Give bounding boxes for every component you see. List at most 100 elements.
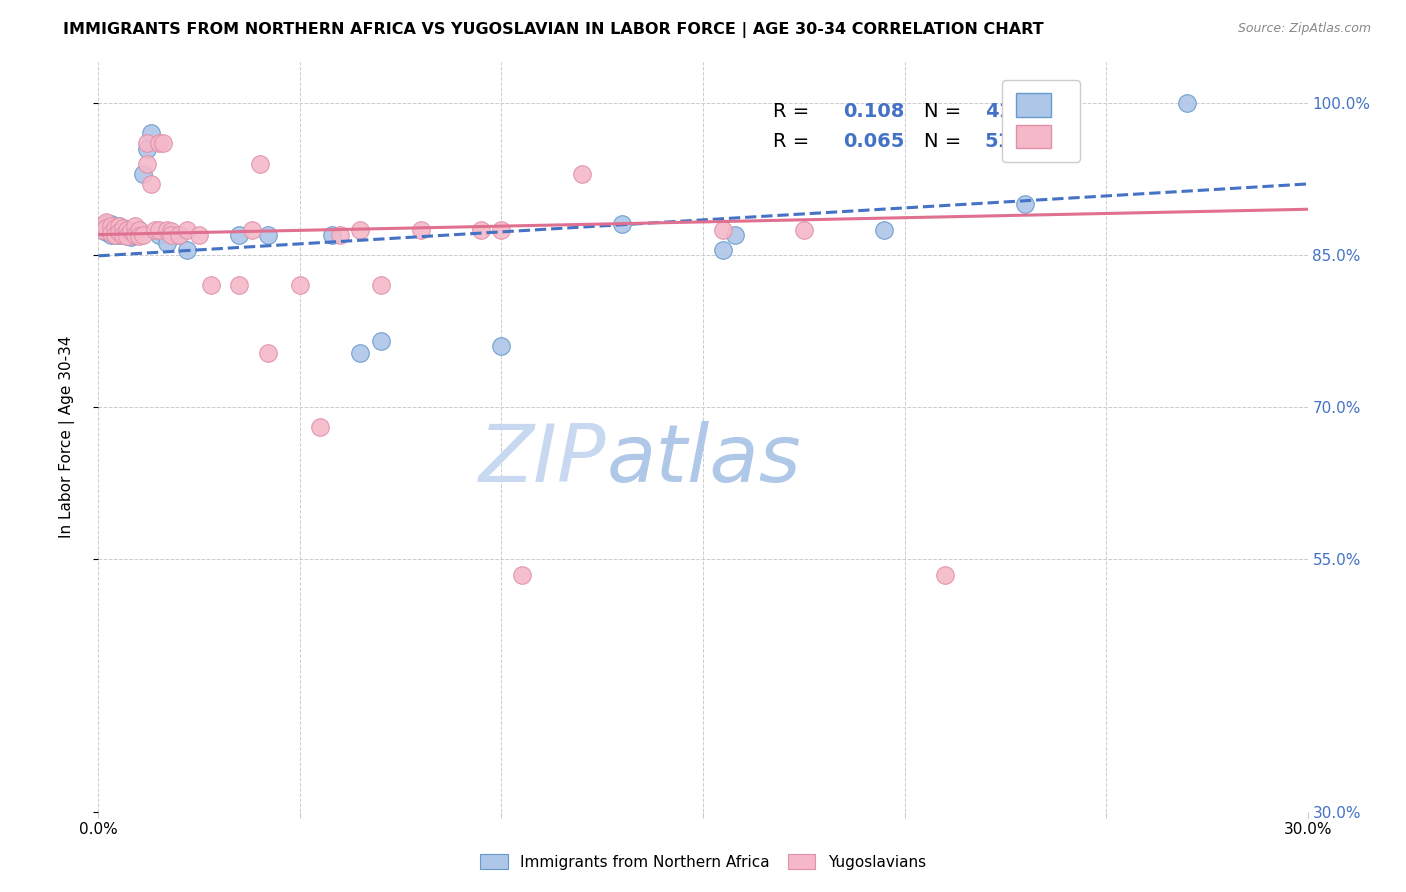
Point (115, 228, 138, 243)
Point (160, 223, 183, 237)
Point (128, 222, 150, 236)
Point (139, 126, 162, 140)
Point (139, 177, 162, 191)
Text: 41: 41 (984, 102, 1012, 120)
Point (724, 227, 747, 242)
Point (256, 346, 278, 360)
Point (470, 222, 492, 236)
Point (176, 243, 198, 257)
Point (107, 225, 129, 239)
Point (288, 278, 311, 293)
Point (111, 221, 134, 235)
Point (115, 222, 138, 236)
Text: 51: 51 (984, 132, 1012, 151)
Point (120, 226, 142, 240)
Point (132, 167, 155, 181)
Text: atlas: atlas (606, 420, 801, 499)
Point (91, 222, 114, 236)
Point (103, 221, 125, 235)
Point (370, 334, 392, 348)
Point (91, 219, 114, 234)
Point (100, 218, 122, 232)
Point (612, 218, 634, 232)
Point (100, 227, 122, 242)
Point (510, 567, 533, 582)
Point (188, 227, 211, 242)
Point (711, 243, 734, 257)
Point (132, 227, 155, 242)
Point (124, 219, 146, 234)
Point (91, 219, 114, 234)
Point (103, 227, 125, 242)
Text: R =: R = (773, 132, 815, 151)
Point (491, 339, 513, 353)
Point (143, 222, 166, 236)
Text: IMMIGRANTS FROM NORTHERN AFRICA VS YUGOSLAVIAN IN LABOR FORCE | AGE 30-34 CORREL: IMMIGRANTS FROM NORTHERN AFRICA VS YUGOS… (63, 22, 1043, 38)
Text: 0.065: 0.065 (844, 132, 904, 151)
Point (370, 278, 392, 293)
Point (409, 222, 432, 236)
Point (96, 221, 118, 235)
Point (349, 346, 371, 360)
Point (135, 136, 157, 151)
Point (156, 235, 179, 250)
Point (124, 227, 146, 242)
Point (96, 225, 118, 239)
Point (228, 227, 250, 242)
Point (228, 278, 250, 293)
Point (167, 227, 190, 242)
Text: R =: R = (773, 102, 815, 120)
Text: 0.108: 0.108 (844, 102, 904, 120)
Point (156, 222, 179, 236)
Point (107, 219, 129, 234)
Point (200, 278, 222, 293)
Point (309, 420, 332, 434)
Point (107, 219, 129, 234)
Point (934, 567, 956, 582)
Text: N =: N = (924, 102, 967, 120)
Point (115, 222, 138, 236)
Point (571, 167, 593, 181)
Point (124, 227, 146, 242)
Point (329, 227, 352, 242)
Point (135, 157, 157, 171)
Point (100, 226, 122, 240)
Point (120, 229, 142, 244)
Point (100, 219, 122, 234)
Point (1014, 197, 1036, 211)
Point (148, 227, 170, 242)
Point (152, 136, 174, 151)
Point (91, 222, 114, 236)
Point (103, 221, 125, 235)
Point (128, 228, 150, 243)
Point (873, 222, 896, 236)
Point (167, 227, 190, 242)
Y-axis label: In Labor Force | Age 30-34: In Labor Force | Age 30-34 (59, 335, 75, 539)
Point (1175, 95, 1198, 110)
Point (111, 226, 134, 240)
Point (111, 221, 134, 235)
Point (96, 215, 118, 229)
Point (115, 228, 138, 243)
Point (96, 221, 118, 235)
Point (111, 227, 134, 242)
Point (793, 222, 815, 236)
Point (100, 222, 122, 236)
Point (240, 222, 263, 236)
Point (249, 157, 271, 171)
Point (103, 227, 125, 242)
Legend: Immigrants from Northern Africa, Yugoslavians: Immigrants from Northern Africa, Yugosla… (472, 846, 934, 877)
Point (160, 227, 183, 242)
Text: N =: N = (924, 132, 967, 151)
Point (491, 222, 513, 236)
Point (321, 227, 343, 242)
Point (120, 223, 142, 237)
Point (176, 222, 198, 236)
Point (107, 225, 129, 239)
Legend: , : , (1002, 79, 1080, 162)
Point (349, 222, 371, 236)
Point (256, 227, 278, 242)
Text: Source: ZipAtlas.com: Source: ZipAtlas.com (1237, 22, 1371, 36)
Point (128, 222, 150, 236)
Point (711, 222, 734, 236)
